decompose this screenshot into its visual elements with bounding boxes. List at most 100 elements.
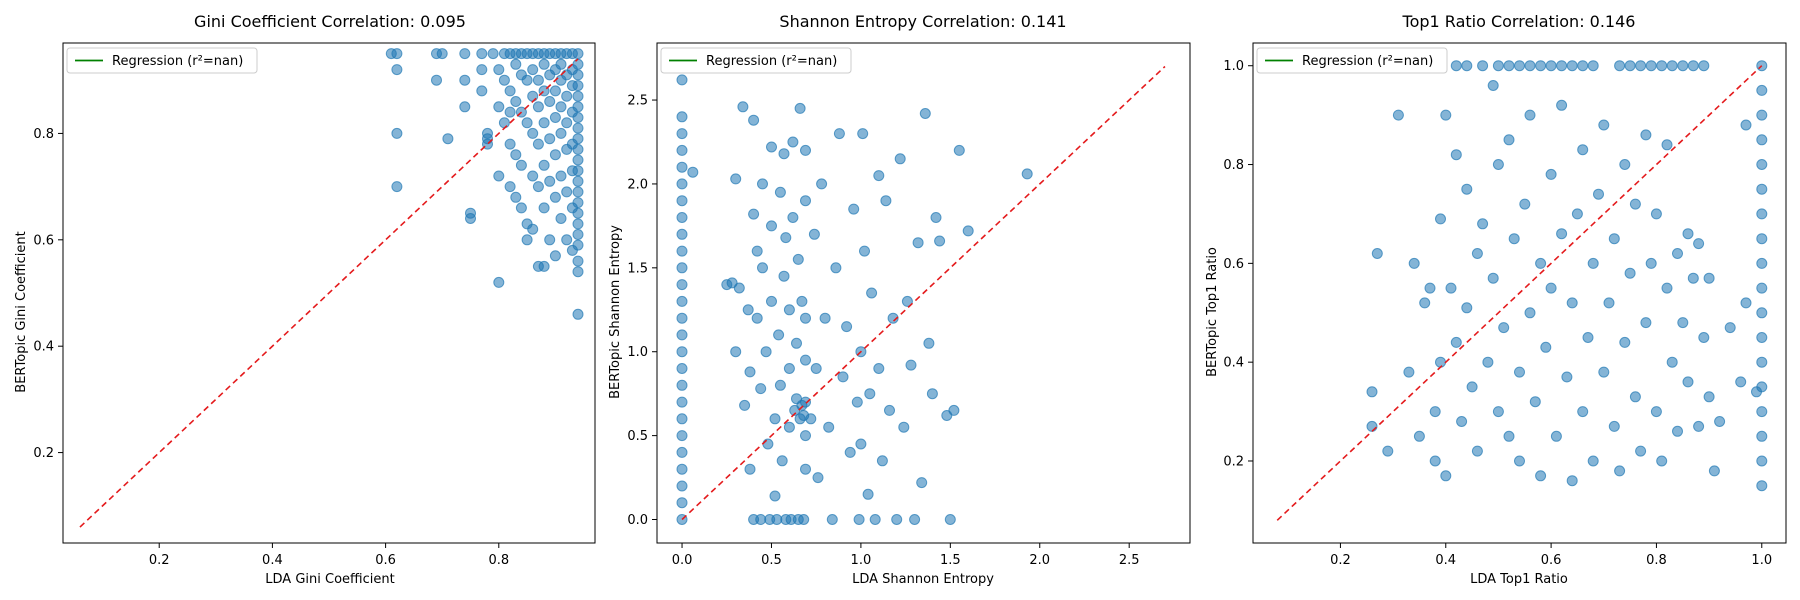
data-point <box>1677 317 1689 329</box>
data-point <box>572 112 584 123</box>
data-point <box>1535 60 1547 72</box>
data-point <box>1440 109 1452 121</box>
data-point <box>1456 416 1468 427</box>
data-point <box>1508 233 1520 245</box>
data-point <box>493 64 505 76</box>
data-point <box>1714 416 1726 427</box>
x-tick-label: 2.5 <box>1119 553 1140 568</box>
data-point <box>1550 430 1562 442</box>
data-point <box>1614 60 1626 72</box>
data-point <box>1656 60 1668 72</box>
data-point <box>544 234 556 246</box>
data-point <box>1529 396 1541 408</box>
data-point <box>1021 168 1033 180</box>
data-point <box>1740 119 1752 131</box>
data-point <box>572 90 584 102</box>
data-point <box>1603 297 1615 309</box>
data-point <box>555 213 567 224</box>
data-point <box>744 463 756 475</box>
data-point <box>1656 455 1668 467</box>
legend-gini: Regression (r²=nan) <box>66 47 258 74</box>
data-point <box>572 122 584 134</box>
legend-label-shannon: Regression (r²=nan) <box>706 54 837 69</box>
data-point <box>1682 228 1694 240</box>
data-point <box>909 514 921 525</box>
tick-labels-gini: 0.2 0.4 0.6 0.8 0.2 0.4 0.6 0.8 <box>33 127 509 568</box>
data-point <box>1756 208 1768 220</box>
data-point <box>1429 455 1441 467</box>
data-point <box>1503 430 1515 442</box>
data-point <box>510 149 522 161</box>
data-point <box>476 48 488 60</box>
data-point <box>730 173 742 185</box>
data-point <box>1708 465 1720 477</box>
legend-label-top1: Regression (r²=nan) <box>1302 54 1433 69</box>
data-point <box>783 304 795 316</box>
data-point <box>1514 366 1525 378</box>
data-point <box>1703 391 1715 403</box>
data-point <box>459 101 471 113</box>
data-point <box>676 195 688 207</box>
x-tick-label: 0.4 <box>1435 553 1456 568</box>
x-tick-label: 0.4 <box>262 553 283 568</box>
data-point <box>1577 406 1589 418</box>
data-point <box>923 337 935 349</box>
y-axis-label-shannon: BERTopic Shannon Entropy <box>608 225 623 399</box>
data-point <box>1598 366 1610 378</box>
data-point <box>1524 109 1536 121</box>
data-point <box>1693 238 1705 250</box>
data-point <box>676 346 688 358</box>
data-point <box>864 388 876 400</box>
data-point <box>1624 267 1636 279</box>
data-point <box>751 312 763 324</box>
data-point <box>774 186 786 198</box>
data-point <box>912 237 924 249</box>
data-point <box>905 359 917 371</box>
data-point <box>751 245 763 257</box>
y-axis-label-top1: BERTopic Top1 Ratio <box>1205 247 1220 377</box>
data-point <box>1635 445 1647 457</box>
data-point <box>527 223 539 235</box>
data-point <box>898 421 910 433</box>
data-point <box>1450 149 1462 161</box>
data-point <box>944 514 956 525</box>
data-point <box>1756 257 1768 269</box>
data-point <box>1519 198 1531 210</box>
data-point <box>515 202 527 214</box>
y-tick-label: 0.4 <box>1223 356 1244 371</box>
data-point <box>676 295 688 307</box>
data-point <box>487 48 499 60</box>
data-point <box>1756 159 1768 170</box>
data-point <box>1751 386 1762 398</box>
y-tick-label: 0.2 <box>1223 454 1244 469</box>
data-point <box>521 234 533 246</box>
data-point <box>1524 307 1536 319</box>
data-point <box>869 514 881 525</box>
data-point <box>800 195 811 207</box>
chart-title-top1: Top1 Ratio Correlation: 0.146 <box>1402 12 1636 31</box>
data-point <box>948 404 960 416</box>
data-point <box>1566 297 1578 309</box>
data-point <box>730 346 742 358</box>
data-point <box>1640 129 1652 141</box>
data-point <box>1566 475 1578 487</box>
data-point <box>1666 60 1678 72</box>
data-point <box>504 138 516 150</box>
data-point <box>769 413 781 425</box>
data-point <box>1703 272 1715 284</box>
data-point <box>930 212 942 223</box>
data-point <box>1756 332 1768 343</box>
data-point <box>1635 60 1647 72</box>
data-point <box>1677 60 1689 72</box>
data-point <box>572 186 584 198</box>
data-point <box>853 514 865 525</box>
data-point <box>1556 60 1568 72</box>
data-point <box>1419 297 1431 309</box>
data-point <box>538 260 550 272</box>
data-point <box>572 207 584 219</box>
data-point <box>1756 84 1768 96</box>
data-point <box>572 308 584 320</box>
data-point <box>1756 356 1768 368</box>
data-point <box>1756 480 1768 492</box>
data-point <box>527 64 539 76</box>
